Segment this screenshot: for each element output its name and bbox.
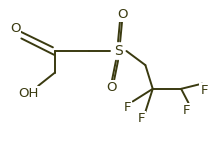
Text: O: O: [106, 81, 117, 94]
Text: O: O: [10, 22, 20, 35]
Text: F: F: [183, 104, 190, 117]
Text: F: F: [200, 84, 208, 97]
Text: OH: OH: [19, 87, 39, 100]
Text: F: F: [137, 112, 145, 125]
Text: F: F: [124, 101, 131, 114]
Text: O: O: [117, 8, 128, 21]
Text: S: S: [114, 44, 122, 58]
